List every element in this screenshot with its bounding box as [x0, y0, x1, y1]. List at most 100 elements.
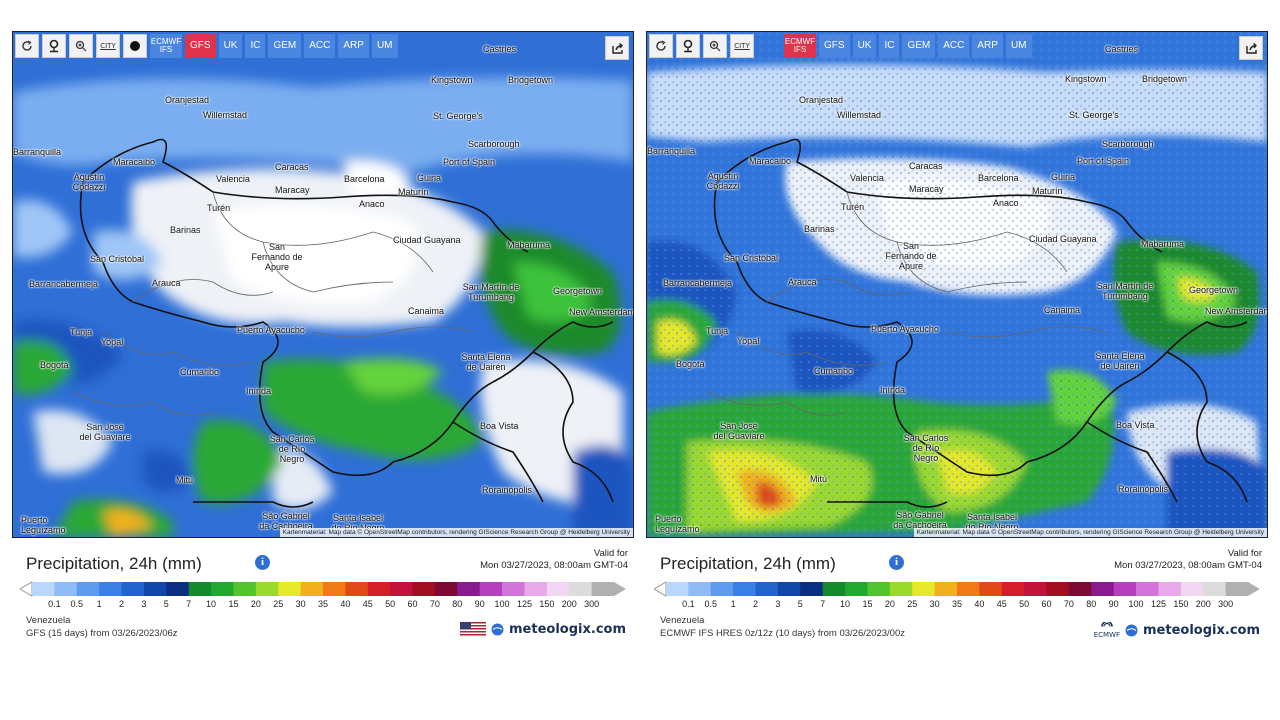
- scale-swatch: [345, 582, 369, 596]
- brand-text: meteologix.com: [1143, 622, 1260, 638]
- city-label: Bogotá: [40, 360, 69, 370]
- scale-arrow-right: [1248, 582, 1260, 596]
- model-button-ecmwf[interactable]: ECMWF IFS: [784, 34, 816, 58]
- city-toggle-button[interactable]: CITY: [96, 34, 120, 58]
- scale-swatch: [390, 582, 414, 596]
- city-toggle-button[interactable]: CITY: [730, 34, 754, 58]
- city-label: Oranjestad: [799, 95, 844, 105]
- model-button-acc[interactable]: ACC: [938, 34, 970, 58]
- scale-tick-label: 35: [951, 599, 963, 609]
- scale-tick-label: 7: [820, 599, 826, 609]
- locate-button[interactable]: [676, 34, 700, 58]
- model-button-ecmwf[interactable]: ECMWF IFS: [150, 34, 182, 58]
- scale-tick-label: 80: [1086, 599, 1097, 609]
- model-button-um[interactable]: UM: [1005, 34, 1032, 58]
- scale-swatch: [1046, 582, 1070, 596]
- scale-tick-label: 10: [206, 599, 217, 609]
- brand-logo[interactable]: meteologix.com: [460, 622, 626, 637]
- legend-header: Precipitation, 24h (mm) i Valid for Mon …: [646, 546, 1268, 578]
- forecast-panel-ecmwf: CITY ECMWF IFS GFS UK IC GEM ACC ARP UM …: [646, 31, 1268, 651]
- city-label: Barrancabermeja: [29, 279, 99, 289]
- city-label: San Cristóbal: [90, 254, 145, 264]
- model-button-gfs[interactable]: GFS: [185, 34, 216, 58]
- scale-swatch: [188, 582, 212, 596]
- city-label: Barinas: [170, 225, 201, 235]
- city-label: San Martín de Turumbang: [1096, 281, 1154, 301]
- city-label: Arauca: [788, 277, 817, 287]
- city-label: San José del Guaviare: [713, 421, 765, 441]
- info-icon[interactable]: i: [889, 555, 904, 570]
- city-label: Yopal: [737, 336, 760, 346]
- scale-tick-label: 1: [730, 599, 736, 609]
- model-button-um[interactable]: UM: [371, 34, 398, 58]
- scale-swatch: [54, 582, 78, 596]
- scale-tick-label: 0.5: [704, 599, 718, 609]
- refresh-button[interactable]: [15, 34, 39, 58]
- city-label: Anaco: [359, 199, 385, 209]
- city-label: Turén: [207, 203, 231, 213]
- scale-swatch: [569, 582, 593, 596]
- ecmwf-logo: ECMWF: [1094, 622, 1120, 639]
- brand-logo[interactable]: ECMWF meteologix.com: [1094, 622, 1260, 639]
- city-label: Yopal: [101, 337, 124, 347]
- city-label: Port of Spain: [443, 157, 496, 167]
- model-button-ic[interactable]: IC: [245, 34, 266, 58]
- scale-swatch: [546, 582, 570, 596]
- scale-tick-label: 40: [974, 599, 985, 609]
- scale-tick-label: 15: [228, 599, 239, 609]
- locate-button[interactable]: [42, 34, 66, 58]
- scale-swatch: [143, 582, 167, 596]
- scale-swatch: [845, 582, 868, 596]
- city-label: San Fernando de Apure: [885, 241, 937, 271]
- precip-map-layer: [647, 32, 1267, 537]
- scale-swatch: [710, 582, 734, 596]
- scale-swatch: [1091, 582, 1115, 596]
- valid-time: Valid for Mon 03/27/2023, 08:00am GMT-04: [1114, 548, 1262, 572]
- precip-map[interactable]: CITY ECMWF IFS GFS UK IC GEM ACC ARP UM …: [12, 31, 634, 538]
- scale-tick-label: 50: [1019, 599, 1030, 609]
- refresh-button[interactable]: [649, 34, 673, 58]
- zoom-button[interactable]: [703, 34, 727, 58]
- info-icon[interactable]: i: [255, 555, 270, 570]
- city-label: Kingstown: [431, 75, 473, 85]
- scale-tick-label: 25: [907, 599, 918, 609]
- map-toolbar: CITY ECMWF IFS GFS UK IC GEM ACC ARP UM: [647, 32, 1032, 60]
- city-label: Güiria: [417, 173, 442, 183]
- city-label: Maturín: [1032, 186, 1063, 196]
- globe-logo-icon: [1125, 624, 1138, 637]
- model-button-gem[interactable]: GEM: [268, 34, 302, 58]
- city-label: Anaco: [993, 198, 1019, 208]
- model-button-ic[interactable]: IC: [879, 34, 900, 58]
- model-run-label: ECMWF IFS HRES 0z/12z (10 days) from 03/…: [660, 628, 905, 639]
- scale-swatch: [755, 582, 779, 596]
- precip-map[interactable]: CITY ECMWF IFS GFS UK IC GEM ACC ARP UM …: [646, 31, 1268, 538]
- scale-swatch: [300, 582, 324, 596]
- model-button-uk[interactable]: UK: [218, 34, 243, 58]
- model-button-acc[interactable]: ACC: [304, 34, 336, 58]
- scale-swatch: [211, 582, 234, 596]
- city-label: Cumaribo: [814, 366, 854, 376]
- scale-tick-label: 5: [163, 599, 169, 609]
- globe-logo-icon: [491, 623, 504, 636]
- share-button[interactable]: [1239, 36, 1263, 60]
- scale-swatch: [666, 582, 689, 596]
- city-label: São Gabriel da Cachoeira: [893, 510, 947, 530]
- model-button-arp[interactable]: ARP: [338, 34, 369, 58]
- city-label: St. George's: [433, 111, 483, 121]
- city-label: Mabaruma: [507, 240, 551, 250]
- model-button-gem[interactable]: GEM: [902, 34, 936, 58]
- scale-swatch: [822, 582, 846, 596]
- scale-tick-label: 60: [407, 599, 418, 609]
- scale-tick-label: 30: [929, 599, 940, 609]
- city-label: Barinas: [804, 224, 835, 234]
- model-button-arp[interactable]: ARP: [972, 34, 1003, 58]
- zoom-button[interactable]: [69, 34, 93, 58]
- point-button[interactable]: [123, 34, 147, 58]
- scale-swatch: [255, 582, 279, 596]
- city-label: Ciudad Guayana: [393, 235, 461, 245]
- share-button[interactable]: [605, 36, 629, 60]
- scale-swatch: [957, 582, 980, 596]
- model-button-uk[interactable]: UK: [852, 34, 877, 58]
- model-button-gfs[interactable]: GFS: [819, 34, 850, 58]
- city-label: Willemstad: [203, 110, 248, 120]
